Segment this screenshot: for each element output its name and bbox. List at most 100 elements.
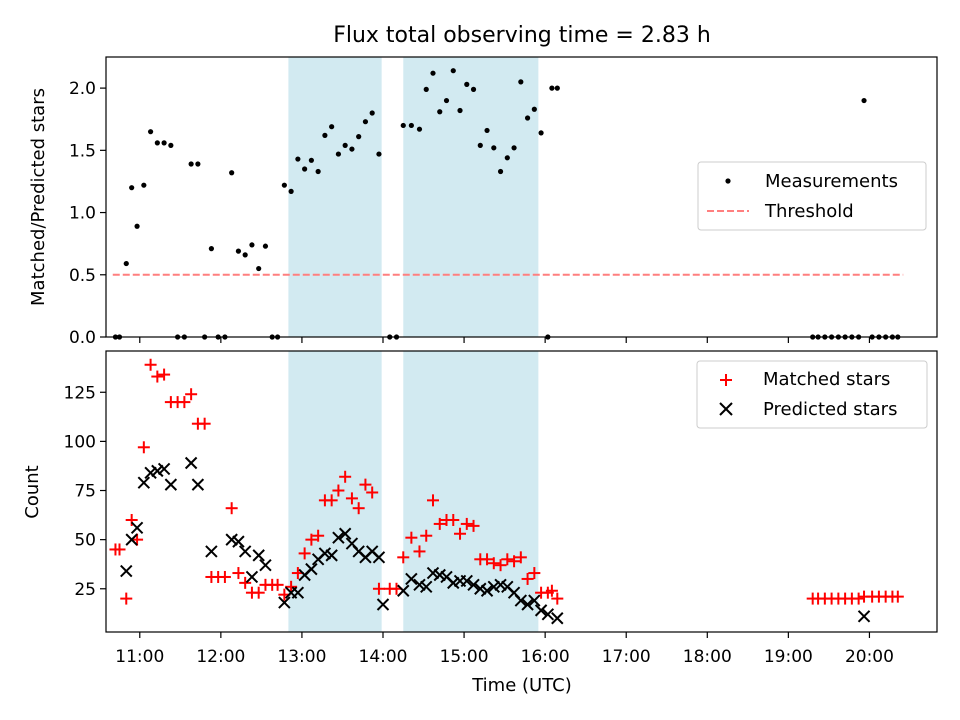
- y-tick-label: 100: [64, 432, 96, 452]
- predicted-star-point: [291, 586, 305, 599]
- count-panel-legend: Matched stars Predicted stars: [696, 360, 928, 429]
- predicted-star-point: [857, 610, 871, 623]
- predicted-star-point: [259, 558, 272, 572]
- measurement-point: [457, 107, 463, 114]
- matched-star-point: [551, 592, 564, 605]
- predicted-star-point: [534, 604, 548, 617]
- matched-star-point: [359, 478, 372, 491]
- matched-star-point: [285, 580, 298, 593]
- matched-star-point: [185, 388, 198, 401]
- predicted-star-point: [305, 562, 318, 576]
- x-tick-label: 19:00: [764, 647, 813, 667]
- measurement-point: [229, 170, 235, 176]
- predicted-star-point: [245, 570, 259, 584]
- matched-star-point: [852, 592, 865, 605]
- measurement-point: [511, 145, 517, 151]
- predicted-star-point: [528, 594, 541, 607]
- count-panel-points: [109, 358, 904, 625]
- y-tick-label: 25: [74, 580, 96, 600]
- matched-star-point: [494, 559, 507, 572]
- matched-star-point: [405, 531, 418, 544]
- ratio-panel-legend: Measurements Threshold: [697, 161, 927, 231]
- predicted-star-point: [137, 476, 151, 489]
- matched-star-point: [372, 582, 385, 595]
- predicted-star-point: [420, 580, 433, 594]
- measurement-point: [861, 97, 867, 104]
- measurement-point: [129, 185, 135, 191]
- predicted-star-point: [405, 572, 418, 586]
- x-tick-label: 17:00: [602, 647, 651, 667]
- predicted-star-point: [325, 549, 338, 562]
- measurement-point: [335, 151, 342, 157]
- count-panel: 25 50 75 100 125 11:00 12:00 13:00 14:00 15:00 16…: [22, 350, 938, 696]
- matched-star-point: [252, 586, 265, 599]
- legend-measurements-label: Measurements: [765, 171, 898, 192]
- measurement-point: [430, 70, 436, 76]
- matched-star-point: [397, 551, 410, 564]
- y-tick-label: 1.0: [69, 204, 96, 224]
- matched-star-point: [218, 570, 231, 583]
- x-tick-label: 11:00: [115, 647, 164, 667]
- predicted-star-point: [338, 527, 352, 540]
- shaded-interval: [288, 57, 382, 337]
- count-panel-x-label: Time (UTC): [471, 675, 572, 696]
- measurement-point: [295, 156, 301, 162]
- predicted-star-point: [278, 596, 291, 609]
- x-tick-label: 18:00: [683, 647, 732, 667]
- measurement-point: [369, 110, 375, 116]
- matched-star-point: [239, 576, 252, 589]
- measurement-point: [443, 97, 450, 104]
- ratio-panel-shaded-intervals: [288, 57, 539, 337]
- measurement-point: [437, 109, 443, 115]
- measurement-point: [497, 168, 504, 175]
- matched-star-point: [413, 545, 426, 558]
- matched-star-point: [271, 578, 284, 591]
- measurement-point: [262, 243, 269, 249]
- measurement-point: [242, 252, 248, 258]
- y-tick-label: 0.5: [69, 266, 96, 286]
- matched-star-point: [232, 567, 245, 580]
- count-panel-frame: [105, 350, 938, 633]
- count-panel-shaded-intervals: [288, 351, 539, 632]
- matched-star-point: [460, 517, 473, 530]
- count-panel-y-axis: 25 50 75 100 125: [64, 383, 106, 600]
- measurement-point: [329, 124, 335, 130]
- matched-star-point: [447, 513, 460, 526]
- matched-star-point: [352, 502, 365, 515]
- ratio-panel-x-ticks: [139, 337, 871, 343]
- measurement-point: [477, 142, 483, 148]
- matched-star-point: [113, 543, 126, 556]
- matched-star-point: [481, 553, 494, 566]
- legend-measurements-marker: [725, 178, 731, 184]
- matched-star-point: [345, 492, 358, 505]
- shaded-interval: [403, 57, 539, 337]
- measurement-point: [256, 265, 262, 272]
- measurement-point: [134, 223, 140, 229]
- measurement-point: [141, 182, 147, 188]
- predicted-star-point: [514, 594, 528, 607]
- legend-matched-label: Matched stars: [763, 369, 890, 390]
- ratio-panel: 0.00.51.01.52.0 Matched/Predicted stars …: [28, 56, 938, 348]
- x-tick-label: 15:00: [440, 647, 489, 667]
- measurement-point: [349, 146, 355, 152]
- ratio-panel-y-axis: 0.0 0.5 1.0 1.5 2.0: [69, 79, 106, 348]
- count-legend-frame: [696, 360, 928, 429]
- legend-threshold-label: Threshold: [764, 201, 854, 222]
- predicted-star-point: [232, 535, 245, 548]
- measurement-point: [549, 85, 555, 91]
- matched-star-point: [198, 417, 211, 430]
- predicted-star-point: [164, 478, 178, 491]
- y-tick-label: 125: [64, 383, 96, 403]
- matched-star-point: [426, 494, 439, 507]
- matched-star-point: [325, 494, 338, 507]
- legend-predicted-marker: [719, 402, 733, 416]
- figure-title: Flux total observing time = 2.83 h: [333, 23, 711, 48]
- measurement-point: [195, 161, 201, 167]
- ratio-legend-frame: [697, 161, 927, 231]
- predicted-star-point: [521, 598, 534, 611]
- predicted-star-point: [205, 545, 218, 558]
- matched-star-point: [514, 551, 527, 564]
- measurement-point: [484, 127, 490, 134]
- measurement-point: [400, 122, 406, 129]
